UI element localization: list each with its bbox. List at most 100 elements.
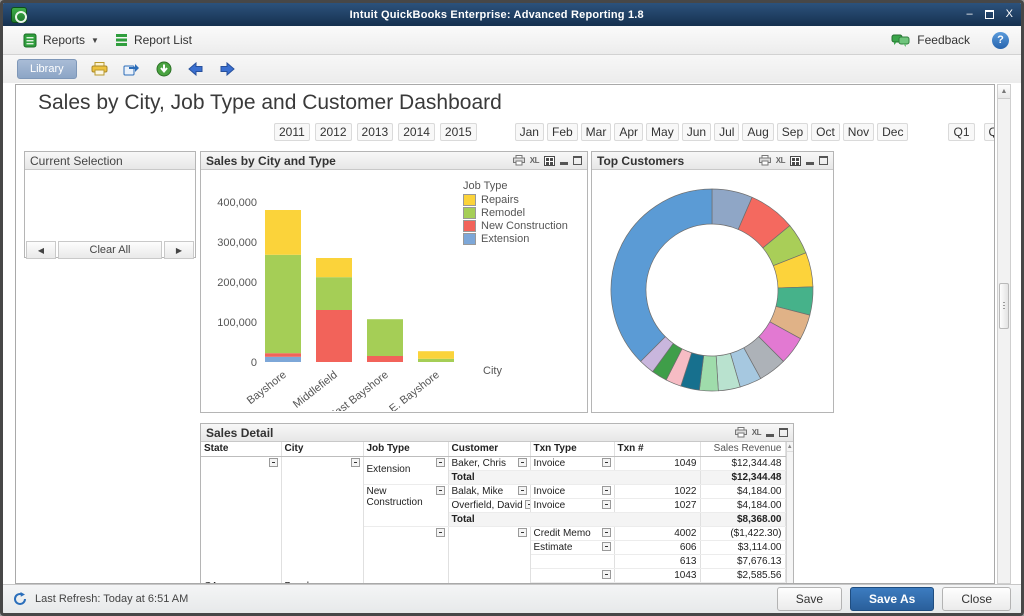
filter-chip[interactable]: 2014 <box>398 123 435 141</box>
filter-chip[interactable]: 2013 <box>356 123 394 141</box>
donut-chart[interactable] <box>592 170 833 412</box>
close-button[interactable]: X <box>1005 8 1013 20</box>
forward-button[interactable] <box>219 61 237 77</box>
legend-item[interactable]: Extension <box>463 233 568 245</box>
col-header-customer[interactable]: Customer <box>448 442 531 457</box>
svg-text:Middlefield: Middlefield <box>291 369 340 411</box>
minimize-object-icon[interactable] <box>766 433 774 437</box>
filter-chip[interactable]: Jun <box>681 123 712 141</box>
collapse-city-icon[interactable] <box>350 457 360 467</box>
donut-slice[interactable] <box>610 188 713 362</box>
filter-chip[interactable]: Jan <box>514 123 544 141</box>
legend-item[interactable]: Remodel <box>463 207 568 219</box>
revenue-value: $7,676.13 <box>700 554 786 569</box>
filter-chip[interactable]: 2011 <box>274 123 310 141</box>
last-refresh-text: Last Refresh: Today at 6:51 AM <box>35 593 189 605</box>
library-button[interactable]: Library <box>17 59 77 79</box>
filter-chip[interactable]: Mar <box>580 123 612 141</box>
scrollbar-thumb[interactable] <box>999 283 1009 329</box>
print-object-icon[interactable] <box>512 155 525 166</box>
donut-chart-title: Top Customers <box>597 153 685 168</box>
col-header-txn-number[interactable]: Txn # <box>614 442 701 457</box>
vertical-scrollbar[interactable]: ▲ <box>997 84 1011 584</box>
save-as-button[interactable]: Save As <box>850 587 935 611</box>
minimize-object-icon[interactable] <box>806 161 814 165</box>
maximize-object-icon[interactable] <box>779 428 788 437</box>
filter-chip[interactable]: Q2 <box>983 123 994 141</box>
collapse-customer-icon[interactable] <box>517 527 527 537</box>
export-button[interactable] <box>123 61 141 77</box>
collapse-txn-type-icon[interactable] <box>601 457 611 467</box>
maximize-object-icon[interactable] <box>819 156 828 165</box>
page-title: Sales by City, Job Type and Customer Das… <box>38 91 502 114</box>
dashboard-content: Sales by City, Job Type and Customer Das… <box>15 84 995 584</box>
revenue-value: $12,344.48 <box>700 456 786 471</box>
grid-view-icon[interactable] <box>790 155 801 166</box>
filter-chip[interactable]: Aug <box>742 123 774 141</box>
minimize-button[interactable]: – <box>966 8 973 20</box>
col-header-txn-type[interactable]: Txn Type <box>530 442 615 457</box>
collapse-txn-type-icon[interactable] <box>601 527 611 537</box>
collapse-job-type-icon[interactable] <box>435 527 445 537</box>
refresh-icon[interactable] <box>13 592 27 606</box>
collapse-txn-type-icon[interactable] <box>601 485 611 495</box>
legend-swatch <box>463 233 476 245</box>
collapse-customer-icon[interactable] <box>524 499 529 509</box>
table-scrollbar[interactable]: ▲ <box>785 442 793 583</box>
clear-all-button[interactable]: Clear All <box>58 241 162 259</box>
current-selection-list <box>25 170 195 240</box>
export-excel-icon[interactable]: XL <box>775 156 786 165</box>
collapse-state-icon[interactable] <box>268 457 278 467</box>
back-button[interactable] <box>187 61 205 77</box>
grid-view-icon[interactable] <box>544 155 555 166</box>
collapse-customer-icon[interactable] <box>517 457 527 467</box>
collapse-txn-type-icon[interactable] <box>601 541 611 551</box>
filter-chip[interactable]: Oct <box>811 123 840 141</box>
scroll-up-icon[interactable]: ▲ <box>786 444 793 452</box>
feedback-button[interactable]: Feedback <box>883 30 978 51</box>
filter-chip[interactable]: 2012 <box>314 123 352 141</box>
filter-chip[interactable]: Sep <box>776 123 809 141</box>
selection-forward-button[interactable]: ▶ <box>164 241 194 259</box>
quarter-filters: Q1Q2Q3Q4 <box>948 123 994 141</box>
filter-chip[interactable]: Apr <box>614 123 644 141</box>
print-object-icon[interactable] <box>734 427 747 438</box>
filter-chip[interactable]: May <box>646 123 679 141</box>
col-header-city[interactable]: City <box>281 442 364 457</box>
filter-chip[interactable]: Feb <box>546 123 578 141</box>
filter-chip[interactable]: Dec <box>877 123 909 141</box>
col-header-sales-revenue[interactable]: Sales Revenue <box>700 442 786 457</box>
download-button[interactable] <box>155 61 173 77</box>
legend-label: New Construction <box>481 220 568 232</box>
selection-back-button[interactable]: ◀ <box>26 241 56 259</box>
report-list-button[interactable]: Report List <box>107 30 200 50</box>
save-button[interactable]: Save <box>776 587 843 611</box>
minimize-object-icon[interactable] <box>560 161 568 165</box>
collapse-txn-type-icon[interactable] <box>601 499 611 509</box>
svg-text:Bayshore: Bayshore <box>245 369 289 407</box>
col-header-job-type[interactable]: Job Type <box>363 442 449 457</box>
export-excel-icon[interactable]: XL <box>751 428 762 437</box>
filter-chip[interactable]: Q1 <box>948 123 975 141</box>
print-button[interactable] <box>91 61 109 77</box>
legend-item[interactable]: New Construction <box>463 220 568 232</box>
filter-chip[interactable]: 2015 <box>439 123 477 141</box>
export-excel-icon[interactable]: XL <box>529 156 540 165</box>
collapse-job-type-icon[interactable] <box>435 457 445 467</box>
close-report-button[interactable]: Close <box>942 587 1011 611</box>
legend-item[interactable]: Repairs <box>463 194 568 206</box>
help-button[interactable]: ? <box>992 31 1009 49</box>
filter-chip[interactable]: Jul <box>714 123 740 141</box>
maximize-object-icon[interactable] <box>573 156 582 165</box>
filter-chip[interactable]: Nov <box>842 123 875 141</box>
collapse-job-type-icon[interactable] <box>435 485 445 495</box>
stacked-bar-chart[interactable]: 0 100,000 200,000 300,000 400,000 Bayshore Mid… <box>201 170 587 422</box>
print-object-icon[interactable] <box>758 155 771 166</box>
maximize-button[interactable] <box>984 10 994 19</box>
reports-menu-label: Reports <box>43 33 86 47</box>
collapse-customer-icon[interactable] <box>517 485 527 495</box>
reports-menu[interactable]: Reports ▼ <box>15 30 107 51</box>
scroll-up-icon[interactable]: ▲ <box>998 85 1010 99</box>
col-header-state[interactable]: State <box>201 442 282 457</box>
collapse-txn-type-icon[interactable] <box>601 569 611 579</box>
